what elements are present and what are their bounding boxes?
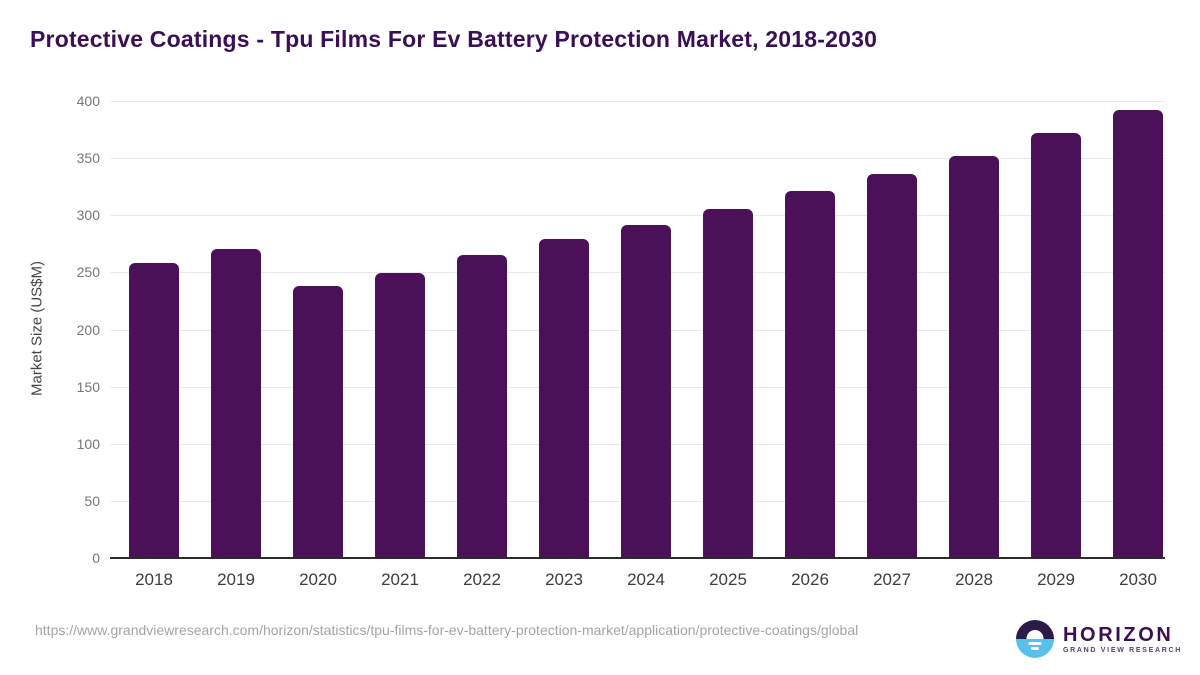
bar-2019: [211, 248, 261, 557]
chart-title: Protective Coatings - Tpu Films For Ev B…: [30, 26, 878, 52]
bar-2028: [949, 155, 999, 557]
bar-2027: [867, 174, 917, 557]
source-url-text: https://www.grandviewresearch.com/horizo…: [35, 622, 859, 638]
x-tick-label: 2029: [1037, 570, 1075, 589]
y-tick-label: 50: [84, 492, 100, 509]
bar-2029: [1031, 133, 1081, 557]
bar-2026: [785, 191, 835, 557]
logo-brand-name: HORIZON: [1063, 623, 1174, 646]
y-tick-label: 300: [76, 207, 100, 224]
gridline: [110, 101, 1165, 102]
bar-2025: [703, 208, 753, 557]
x-tick-label: 2025: [709, 570, 747, 589]
bar-2018: [129, 263, 179, 557]
sun-dome-shape: [1026, 630, 1044, 639]
y-tick-label: 200: [76, 321, 100, 338]
y-axis-tick-labels: 0 50 100 150 200 250 300 350 400: [30, 93, 100, 566]
y-tick-label: 150: [76, 378, 100, 395]
x-tick-label: 2022: [463, 570, 501, 589]
x-tick-label: 2023: [545, 570, 583, 589]
horizon-sunrise-icon: [1016, 620, 1054, 658]
x-tick-label: 2027: [873, 570, 911, 589]
x-tick-label: 2030: [1119, 570, 1157, 589]
y-tick-label: 250: [76, 264, 100, 281]
bar-2022: [457, 255, 507, 557]
plot-area: 2018 2019 2020 2021 2022 2023 2024 2025 2026 2027…: [110, 101, 1165, 589]
y-tick-label: 100: [76, 435, 100, 452]
gridline: [110, 215, 1165, 217]
bar-2023: [539, 239, 589, 557]
x-tick-label: 2024: [627, 570, 665, 589]
y-tick-label: 350: [76, 150, 100, 167]
x-tick-label: 2021: [381, 570, 419, 589]
x-tick-label: 2026: [791, 570, 829, 589]
bar-2030: [1113, 110, 1163, 557]
x-tick-label: 2028: [955, 570, 993, 589]
logo-text-block: HORIZON GRAND VIEW RESEARCH: [1063, 624, 1182, 655]
x-tick-label: 2019: [217, 570, 255, 589]
x-axis-line: [110, 557, 1165, 559]
logo-sub-brand-name: GRAND VIEW RESEARCH: [1063, 646, 1183, 654]
water-ripple-shape: [1028, 642, 1042, 645]
bar-2020: [293, 286, 343, 557]
x-tick-label: 2020: [299, 570, 337, 589]
y-tick-label: 0: [92, 550, 100, 566]
bar-2024: [621, 224, 671, 557]
water-ripple-shape: [1031, 647, 1039, 650]
horizon-logo: HORIZON GRAND VIEW RESEARCH: [1016, 620, 1182, 658]
y-tick-label: 400: [76, 93, 100, 109]
gridline: [110, 158, 1165, 160]
x-tick-label: 2018: [135, 570, 173, 589]
bar-2021: [375, 272, 425, 557]
